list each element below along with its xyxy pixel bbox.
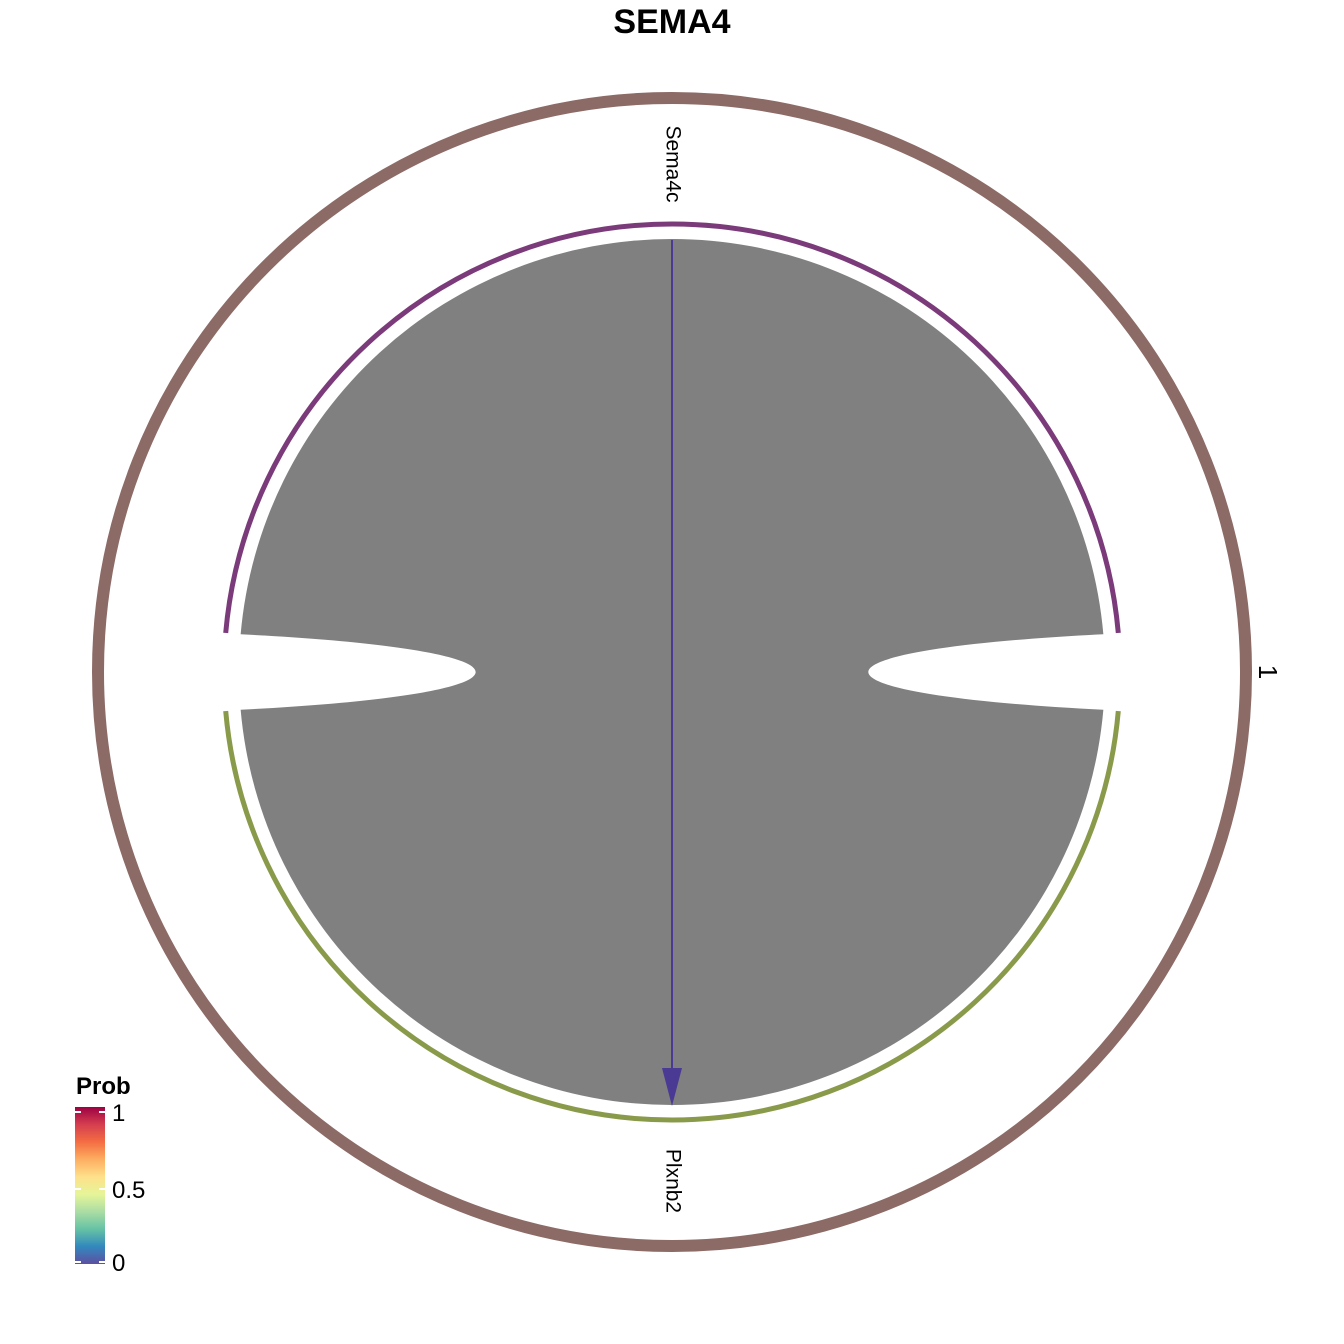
sector-label-sema4c: Sema4c [661, 125, 684, 202]
legend-tick-1: 1 [112, 1100, 125, 1127]
chart-title: SEMA4 [613, 3, 730, 41]
prob-legend: Prob 1 0.5 0 [75, 1073, 145, 1277]
legend-title: Prob [76, 1073, 131, 1100]
sector-track-sema4c [223, 221, 1121, 634]
group-label: 1 [1253, 665, 1283, 679]
group-ring [92, 92, 1252, 1252]
link-arrow-head [662, 1068, 682, 1106]
legend-colorbar [75, 1107, 105, 1264]
legend-tick-0-5: 0.5 [112, 1177, 145, 1204]
sector-label-plxnb2: Plxnb2 [661, 1149, 684, 1213]
sector-track-plxnb2 [223, 710, 1121, 1123]
legend-tick-0: 0 [112, 1250, 125, 1277]
legend-tick-marks [75, 1111, 105, 1263]
